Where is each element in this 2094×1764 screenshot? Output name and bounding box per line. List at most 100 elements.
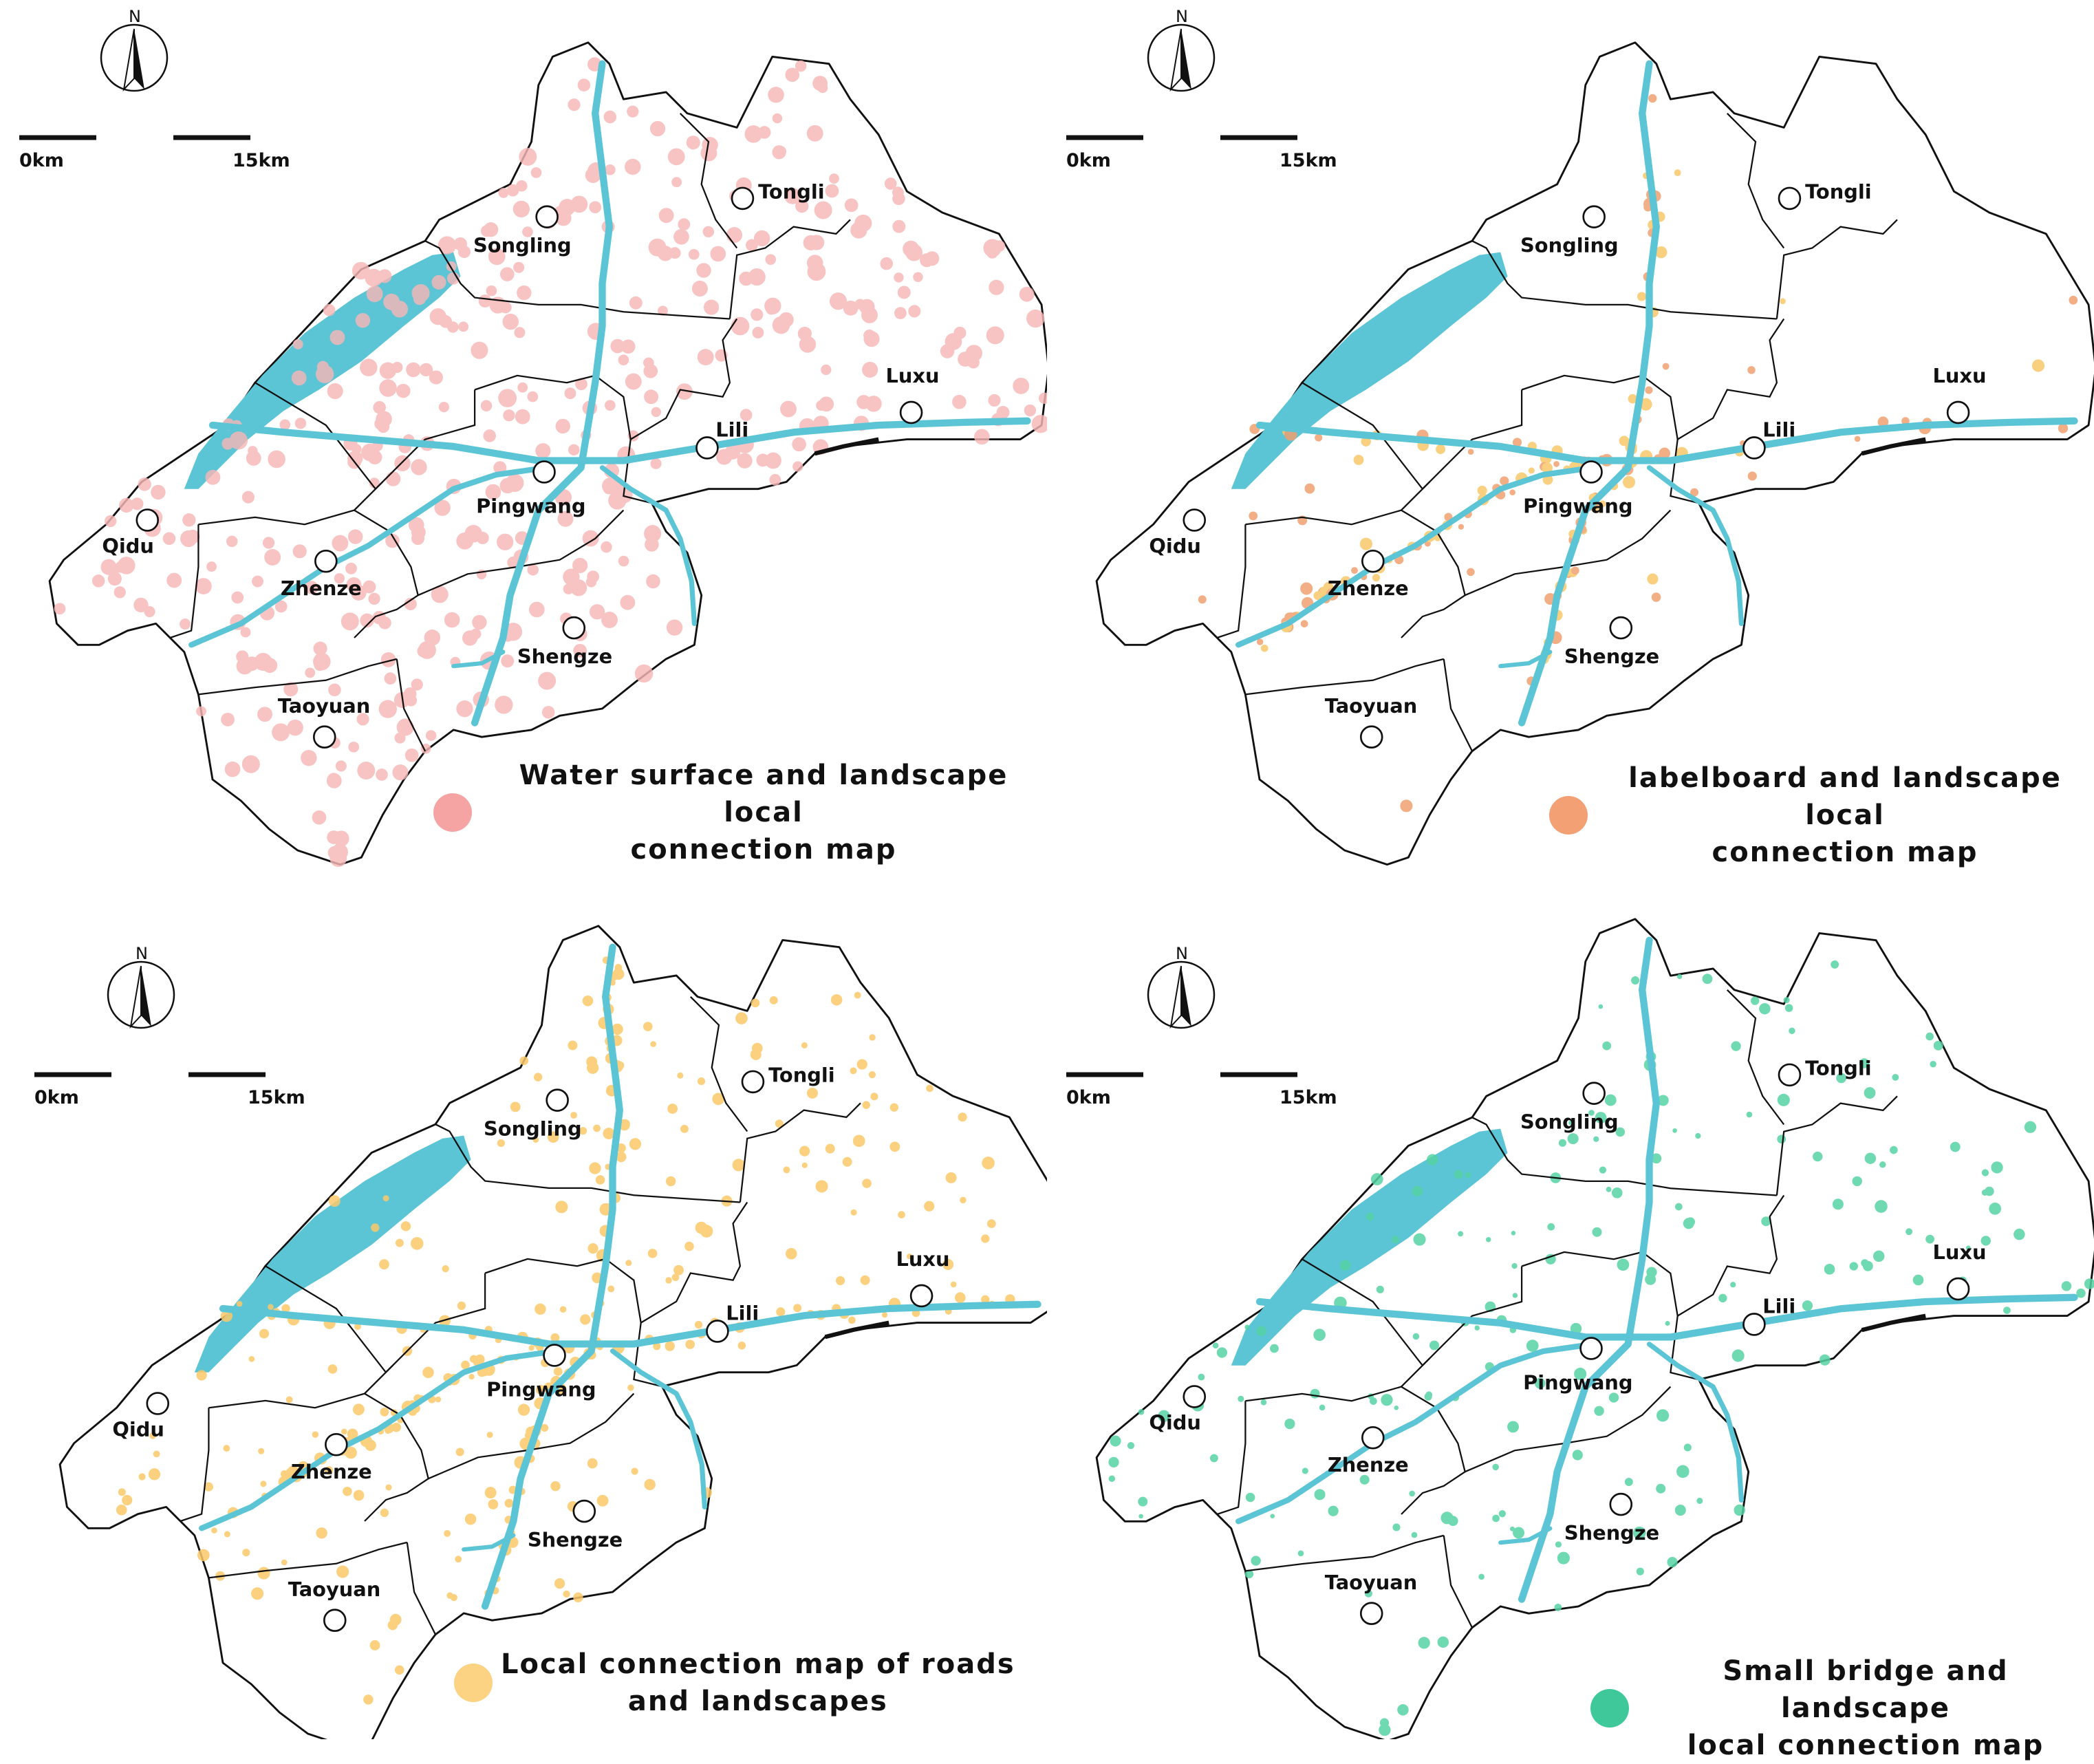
connection-point	[100, 559, 117, 575]
legend-text: Local connection map of roads and landsc…	[501, 1646, 1015, 1720]
connection-point	[989, 279, 1004, 295]
connection-point	[1912, 1274, 1924, 1286]
connection-point	[429, 308, 446, 325]
connection-point	[1950, 1141, 1961, 1152]
town-label-pingwang: Pingwang	[486, 1378, 596, 1401]
connection-point	[1637, 292, 1647, 301]
connection-point	[1465, 1172, 1471, 1178]
connection-point	[854, 991, 861, 999]
connection-point	[1872, 1250, 1885, 1262]
connection-point	[880, 257, 894, 270]
connection-point	[1313, 591, 1323, 601]
connection-point	[673, 1265, 684, 1276]
north-label: N	[1176, 944, 1188, 963]
connection-point	[357, 762, 376, 779]
connection-point	[404, 694, 418, 707]
connection-point	[133, 597, 149, 613]
town-marker	[323, 1609, 347, 1632]
connection-point	[667, 148, 685, 166]
connection-point	[658, 208, 674, 224]
map-roads: Tongli Songling Luxu Lili Pingwang Qidu Zhenze…	[34, 925, 1047, 1739]
connection-point	[653, 1342, 661, 1351]
subdistrict-boundary	[689, 996, 748, 1132]
map-panel-roads: Tongli Songling Luxu Lili Pingwang Qidu Zhenze…	[0, 870, 1047, 1739]
connection-point	[524, 1432, 532, 1439]
connection-point	[287, 719, 303, 736]
connection-point	[182, 513, 196, 527]
connection-point	[974, 429, 990, 445]
connection-point	[1651, 1153, 1662, 1164]
connection-point	[1511, 1231, 1516, 1236]
connection-point	[504, 1498, 514, 1508]
connection-point	[535, 443, 551, 459]
connection-point	[913, 272, 923, 282]
connection-point	[371, 1223, 380, 1232]
connection-point	[455, 1448, 464, 1456]
connection-point	[1567, 1133, 1579, 1145]
town-label-songling: Songling	[473, 234, 572, 257]
connection-point	[347, 529, 363, 544]
connection-point	[688, 248, 700, 260]
map-panel-labelboard: Tongli Songling Luxu Lili Pingwang Qidu Zhenze…	[1047, 0, 2094, 870]
town-marker	[1742, 1313, 1766, 1336]
connection-point	[1611, 1187, 1623, 1198]
connection-point	[438, 402, 450, 413]
connection-point	[236, 650, 249, 663]
connection-point	[91, 574, 105, 588]
connection-point	[1370, 1397, 1377, 1405]
connection-point	[1412, 1333, 1420, 1340]
connection-point	[327, 383, 343, 400]
connection-point	[196, 1370, 207, 1381]
connection-point	[1651, 592, 1661, 602]
connection-point	[498, 187, 509, 198]
connection-point	[434, 499, 451, 516]
connection-point	[550, 1481, 561, 1492]
subdistrict-boundary	[169, 524, 199, 639]
connection-point	[842, 1157, 852, 1167]
north-arrow-right	[1181, 966, 1191, 1026]
connection-point	[1477, 485, 1487, 495]
connection-point	[499, 267, 515, 281]
connection-point	[658, 305, 668, 316]
town-label-tongli: Tongli	[1805, 180, 1872, 203]
connection-point	[394, 455, 411, 472]
connection-point	[751, 308, 764, 321]
connection-point	[515, 409, 530, 424]
connection-point	[469, 1355, 478, 1364]
connection-point	[1557, 1551, 1570, 1564]
connection-point	[848, 1316, 856, 1324]
town-label-lili: Lili	[1762, 1294, 1795, 1317]
town-marker	[1609, 1492, 1633, 1516]
connection-point	[952, 394, 967, 409]
connection-point	[1784, 1004, 1793, 1012]
connection-point	[516, 180, 528, 192]
connection-point	[894, 272, 904, 283]
connection-point	[696, 263, 711, 278]
connection-point	[550, 1333, 560, 1342]
connection-point	[478, 294, 492, 308]
legend-line-1: labelboard and landscape local	[1628, 762, 2062, 831]
connection-point	[1617, 1258, 1630, 1271]
connection-point	[1685, 1217, 1696, 1227]
connection-point	[385, 1484, 392, 1491]
connection-point	[330, 330, 345, 345]
north-label: N	[136, 944, 148, 963]
connection-point	[603, 1128, 615, 1140]
connection-point	[644, 525, 662, 543]
connection-point	[564, 387, 576, 400]
canal	[1255, 1293, 2078, 1341]
connection-point	[1746, 1111, 1753, 1118]
subdistrict-boundary	[428, 1392, 635, 1480]
connection-point	[424, 630, 441, 646]
north-arrow-icon: N	[1147, 944, 1216, 1029]
connection-point	[1379, 1723, 1391, 1736]
connection-point	[1819, 1354, 1831, 1366]
connection-point	[731, 316, 750, 336]
connection-point	[740, 409, 753, 422]
connection-point	[1110, 1435, 1121, 1447]
connection-point	[547, 1131, 559, 1143]
town-label-qidu: Qidu	[1149, 534, 1201, 557]
connection-point	[488, 248, 506, 266]
legend-line-1: Water surface and landscape local	[519, 760, 1008, 828]
connection-point	[889, 1103, 899, 1112]
